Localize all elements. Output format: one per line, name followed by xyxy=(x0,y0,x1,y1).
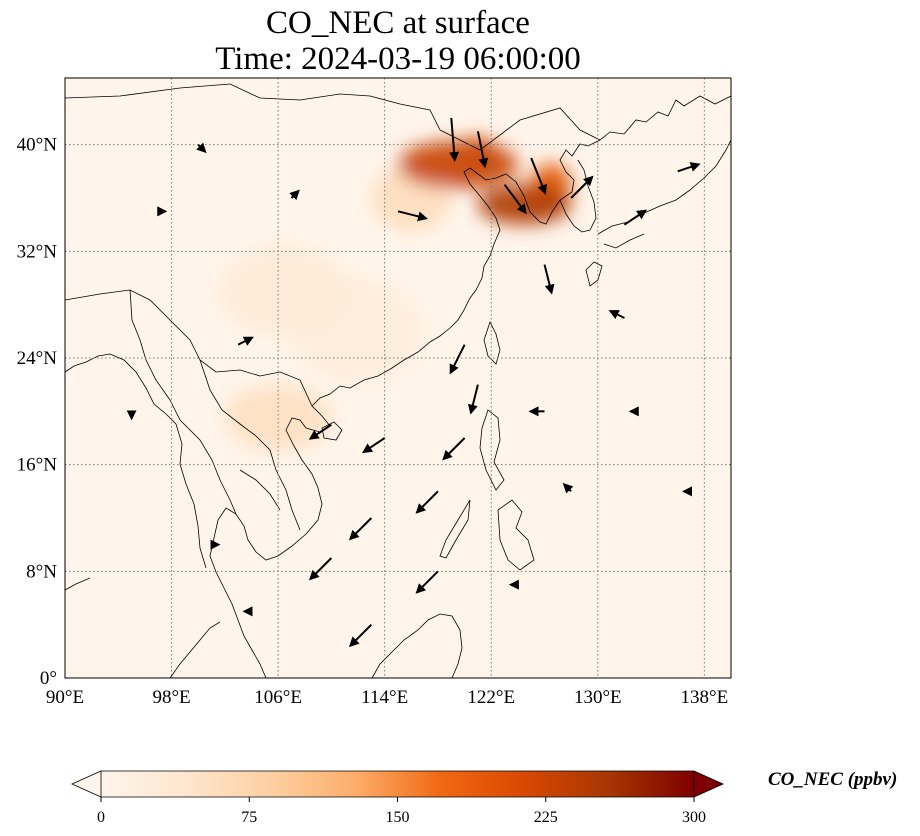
map-axes: 90°E 98°E 106°E 114°E 122°E 130°E 138°E 0° 8°N 16… xyxy=(17,135,729,708)
lon-tick-label: 114°E xyxy=(361,687,408,708)
gridlines xyxy=(65,78,731,678)
coastline-india-east xyxy=(65,577,91,591)
coastline-japan xyxy=(597,139,731,249)
wind-arrow xyxy=(308,557,333,581)
co-plume xyxy=(218,244,352,338)
coastline-hainan xyxy=(321,421,343,441)
coastline-palawan xyxy=(439,499,471,559)
lat-tick-label: 24°N xyxy=(17,348,58,369)
colorbar-gradient xyxy=(101,771,694,797)
border-china-north xyxy=(65,83,441,131)
wind-arrow xyxy=(442,437,466,461)
wind-arrow xyxy=(562,482,574,494)
lat-tick-label: 32°N xyxy=(17,241,58,262)
colorbar-tick-label: 75 xyxy=(241,809,257,826)
colorbar-label: CO_NEC (ppbv) xyxy=(768,769,898,790)
co-plume xyxy=(398,140,518,189)
wind-arrow xyxy=(362,437,386,454)
map-subtitle-time: Time: 2024-03-19 06:00:00 xyxy=(215,41,581,77)
wind-arrow xyxy=(623,209,648,226)
lon-tick-label: 90°E xyxy=(46,687,84,708)
wind-arrow xyxy=(677,162,701,173)
lat-tick-label: 16°N xyxy=(17,455,58,476)
wind-arrow xyxy=(570,175,594,199)
colorbar-extend-max xyxy=(693,770,724,798)
coastline-luzon xyxy=(479,409,505,491)
lon-tick-label: 106°E xyxy=(254,687,302,708)
map-title: CO_NEC at surface xyxy=(266,5,530,41)
border-northeast xyxy=(439,107,601,151)
lon-tick-label: 130°E xyxy=(574,687,622,708)
lat-tick-label: 0° xyxy=(40,668,57,689)
lat-tick-label: 40°N xyxy=(17,135,58,156)
wind-arrow xyxy=(237,336,254,346)
coastline-bay-of-bengal xyxy=(65,353,207,569)
coastline-borneo xyxy=(371,613,463,678)
coastline-sumatra xyxy=(169,621,221,678)
wind-arrow xyxy=(308,423,332,440)
border-myanmar xyxy=(129,289,181,421)
colorbar-tick-label: 300 xyxy=(682,809,706,826)
coastlines-and-borders xyxy=(65,83,731,678)
wind-arrow xyxy=(476,131,489,169)
coastline-visayas-mindanao xyxy=(497,499,535,571)
colorbar-extend-min xyxy=(71,770,102,798)
wind-arrow xyxy=(468,384,479,415)
colorbar-tick-label: 150 xyxy=(386,809,410,826)
wind-arrow xyxy=(415,490,439,514)
lon-tick-label: 122°E xyxy=(467,687,515,708)
coastline-mainland xyxy=(209,95,731,678)
border-indochina xyxy=(179,359,301,531)
colorbar: 0 75 150 225 300 xyxy=(71,770,724,826)
wind-arrow xyxy=(348,517,373,541)
wind-arrow xyxy=(196,142,207,154)
colorbar-ticks: 0 75 150 225 300 xyxy=(97,797,706,826)
coastline-kyushu xyxy=(585,261,603,287)
wind-arrow xyxy=(415,570,439,594)
colorbar-tick-label: 225 xyxy=(534,809,558,826)
wind-vectors xyxy=(126,117,701,648)
wind-arrow xyxy=(449,344,466,375)
wind-arrow xyxy=(289,189,300,201)
wind-arrow xyxy=(530,157,547,195)
wind-arrow xyxy=(543,264,555,295)
wind-arrow xyxy=(608,310,625,320)
colorbar-tick-label: 0 xyxy=(97,809,105,826)
wind-arrow xyxy=(397,210,428,222)
coastline-taiwan xyxy=(483,320,501,365)
lon-tick-label: 138°E xyxy=(681,687,729,708)
wind-arrow xyxy=(348,623,373,648)
lon-tick-label: 98°E xyxy=(152,687,190,708)
lat-tick-label: 8°N xyxy=(26,561,57,582)
map-frame xyxy=(64,77,732,679)
wind-arrow xyxy=(503,184,527,215)
wind-arrow xyxy=(449,117,460,162)
